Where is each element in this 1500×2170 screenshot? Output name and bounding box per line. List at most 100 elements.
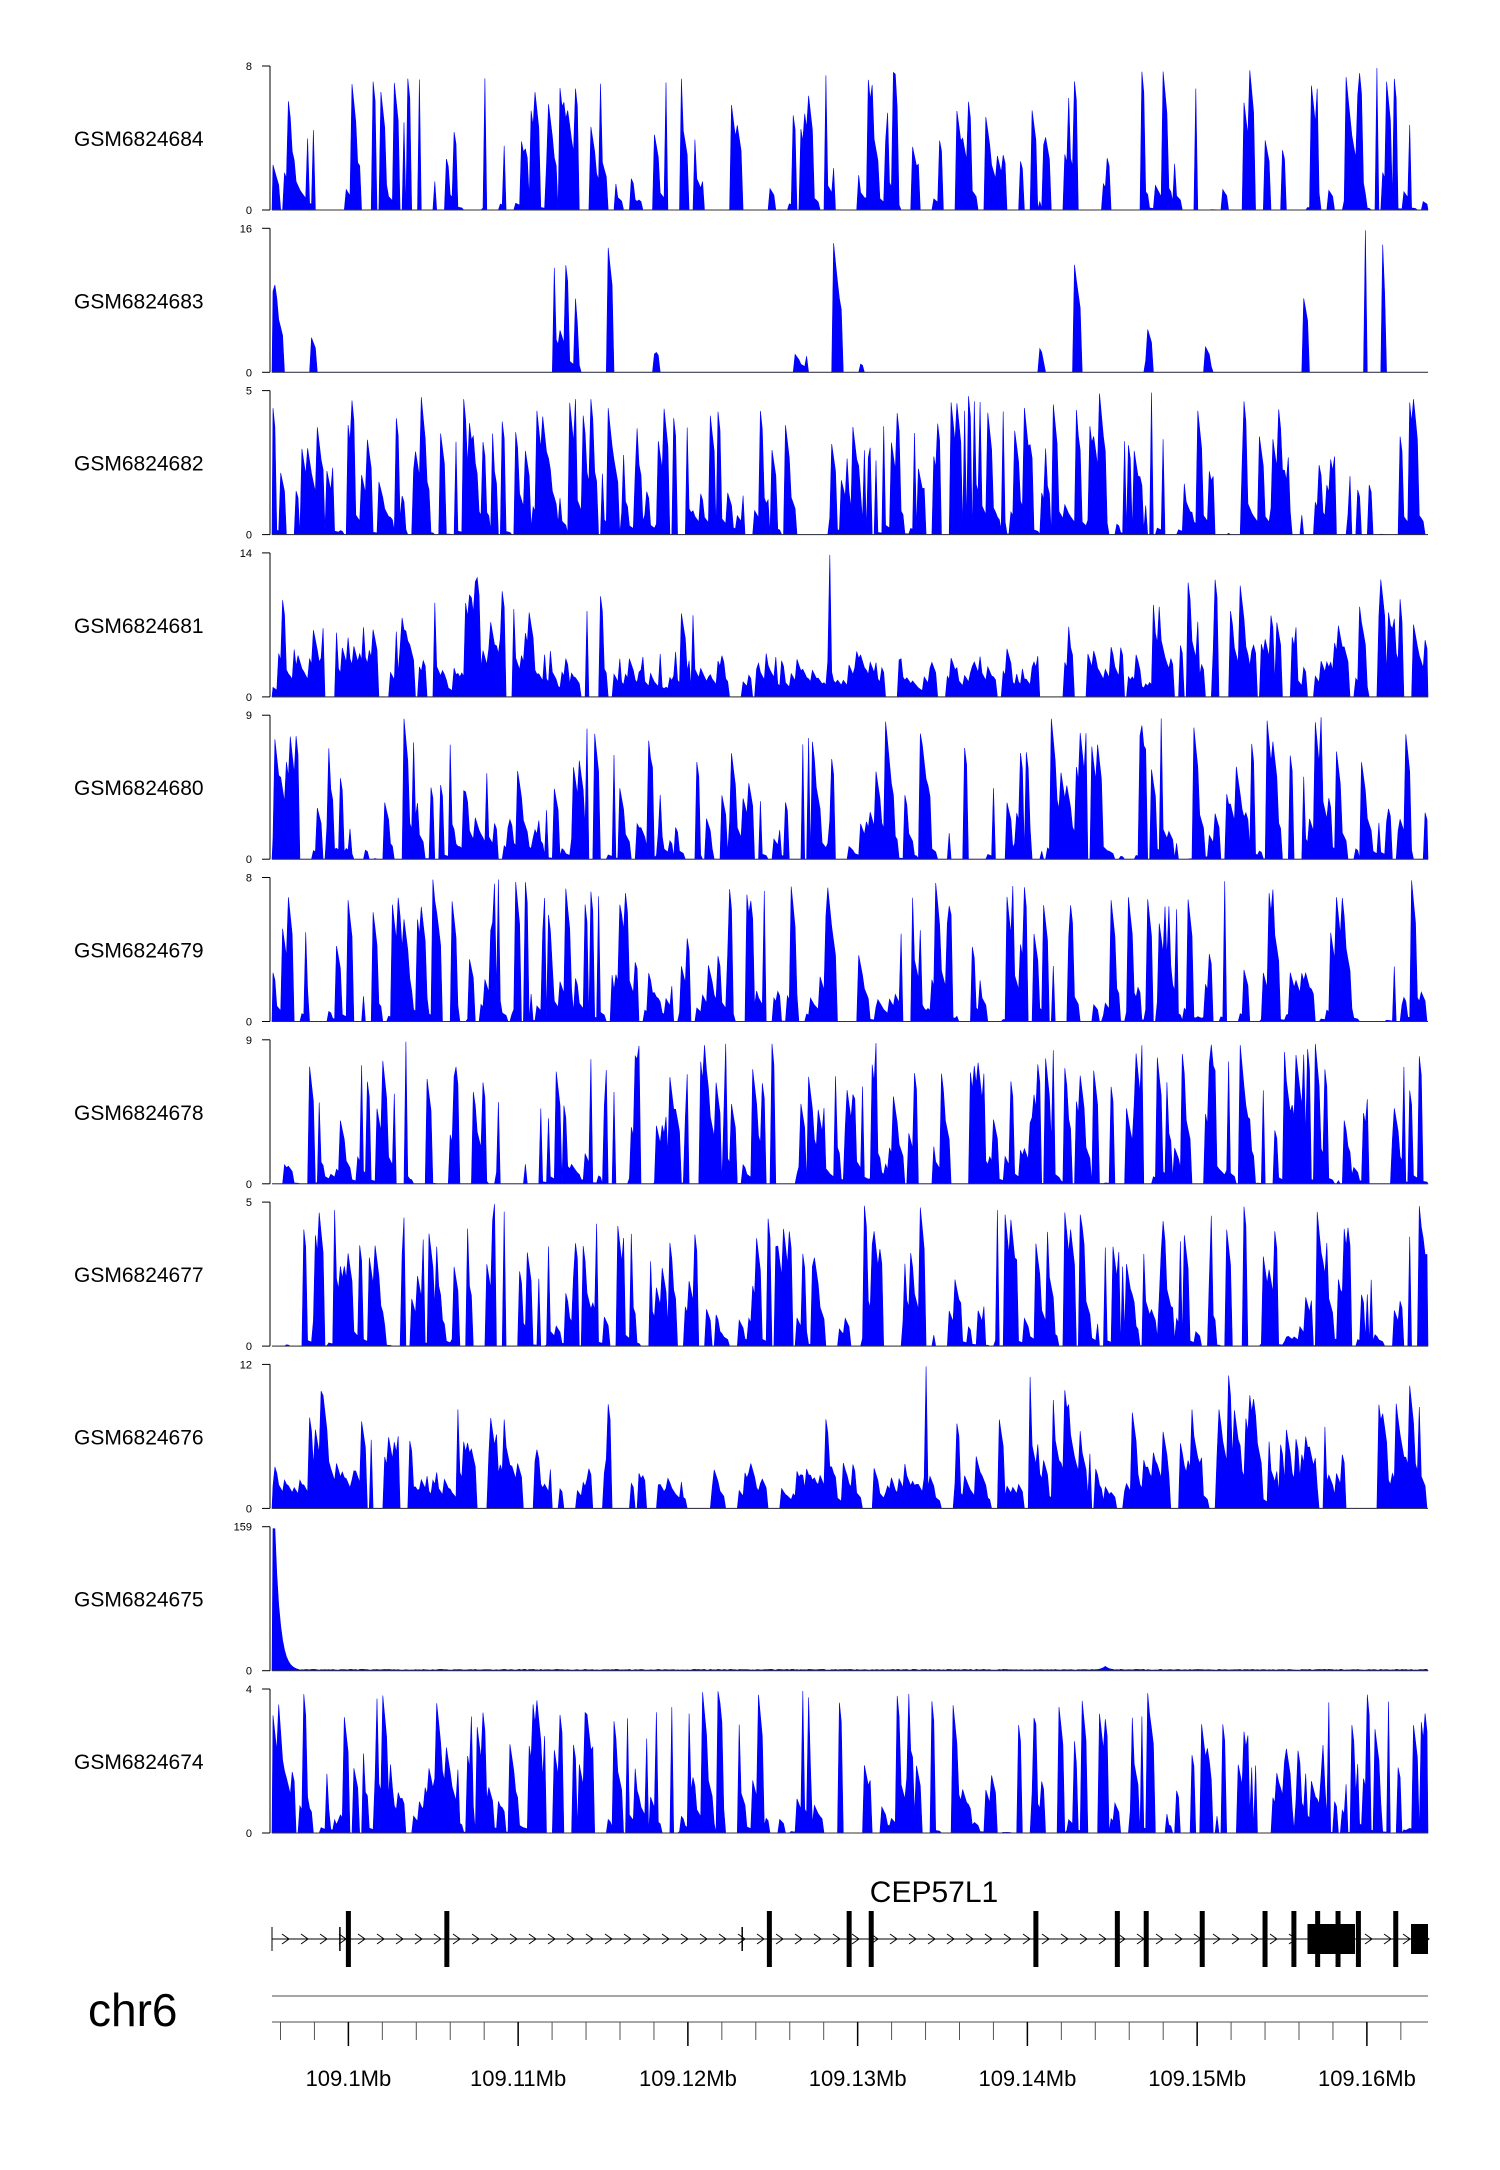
strand-arrow: [642, 1933, 651, 1945]
track-name-label: GSM6824680: [74, 777, 204, 800]
strand-arrow: [1098, 1933, 1107, 1945]
strand-arrow: [661, 1933, 670, 1945]
exon-mark: [1355, 1911, 1361, 1967]
coverage-track: GSM6824684 8 0: [74, 61, 1429, 217]
exon-mark: [766, 1911, 772, 1967]
strand-arrow: [490, 1933, 499, 1945]
strand-arrow: [775, 1933, 784, 1945]
strand-arrow: [357, 1933, 366, 1945]
y-min-label: 0: [246, 692, 252, 704]
strand-arrow: [1250, 1933, 1259, 1945]
y-max-label: 9: [246, 1035, 252, 1047]
strand-arrow: [1231, 1933, 1240, 1945]
genomic-axis-track: chr6 109.1Mb 109.11Mb 109.12Mb 109.13Mb 109.…: [88, 1984, 1428, 2091]
strand-arrow: [965, 1933, 974, 1945]
y-max-label: 8: [246, 873, 252, 885]
coverage-area: [272, 1204, 1429, 1347]
y-min-label: 0: [246, 367, 252, 379]
y-max-label: 5: [246, 1197, 252, 1209]
coverage-track: GSM6824678 9 0: [74, 1035, 1429, 1191]
strand-arrow: [984, 1933, 993, 1945]
coverage-area: [271, 230, 1428, 373]
strand-arrow: [1269, 1933, 1278, 1945]
strand-arrow: [319, 1933, 328, 1945]
track-name-label: GSM6824684: [74, 128, 204, 151]
strand-arrow: [509, 1933, 518, 1945]
strand-arrow: [376, 1933, 385, 1945]
strand-arrow: [680, 1933, 689, 1945]
x-tick-label: 109.13Mb: [809, 2066, 907, 2091]
track-name-label: GSM6824675: [74, 1589, 204, 1612]
y-min-label: 0: [246, 530, 252, 542]
coverage-area: [271, 392, 1428, 536]
y-max-label: 9: [246, 710, 252, 722]
exon-mark: [1291, 1911, 1297, 1967]
coverage-area: [271, 1528, 1429, 1671]
strand-arrow: [281, 1933, 290, 1945]
coverage-track: GSM6824676 12 0: [74, 1359, 1428, 1515]
strand-arrow: [1022, 1933, 1031, 1945]
coverage-track: GSM6824682 5 0: [74, 386, 1428, 542]
strand-arrow: [528, 1933, 537, 1945]
x-tick-label: 109.14Mb: [978, 2066, 1076, 2091]
y-max-label: 5: [246, 386, 252, 398]
chromosome-label: chr6: [88, 1984, 177, 2036]
y-min-label: 0: [246, 1828, 252, 1840]
x-tick-label: 109.15Mb: [1148, 2066, 1246, 2091]
strand-arrow: [1174, 1933, 1183, 1945]
strand-arrow: [414, 1933, 423, 1945]
exon-mark: [1033, 1911, 1039, 1967]
exon-mark: [1199, 1911, 1205, 1967]
exon-mark: [444, 1911, 450, 1967]
strand-arrow: [452, 1933, 461, 1945]
track-name-label: GSM6824676: [74, 1426, 204, 1449]
coverage-area: [271, 1366, 1428, 1509]
strand-arrow: [927, 1933, 936, 1945]
coverage-area: [271, 554, 1429, 698]
y-max-label: 8: [246, 61, 252, 73]
y-min-label: 0: [246, 205, 252, 217]
exon-mark: [846, 1911, 852, 1967]
strand-arrow: [908, 1933, 917, 1945]
strand-arrow: [851, 1933, 860, 1945]
strand-arrow: [547, 1933, 556, 1945]
coverage-track: GSM6824683 16 0: [74, 223, 1428, 379]
track-name-label: GSM6824674: [74, 1751, 204, 1774]
strand-arrow: [1041, 1933, 1050, 1945]
exon-mark: [868, 1911, 874, 1967]
track-name-label: GSM6824677: [74, 1264, 204, 1287]
coverage-tracks: GSM682468480GSM6824683160GSM682468250GSM…: [74, 61, 1429, 1840]
strand-arrow: [699, 1933, 708, 1945]
track-name-label: GSM6824682: [74, 453, 204, 476]
coverage-area: [271, 67, 1429, 211]
x-tick-label: 109.1Mb: [306, 2066, 392, 2091]
strand-arrow: [756, 1933, 765, 1945]
strand-arrow: [1079, 1933, 1088, 1945]
strand-arrow: [585, 1933, 594, 1945]
strand-arrow: [1155, 1933, 1164, 1945]
y-min-label: 0: [246, 1179, 252, 1191]
strand-arrow: [395, 1933, 404, 1945]
coverage-track: GSM6824674 4 0: [74, 1684, 1429, 1840]
exon-mark: [1262, 1911, 1268, 1967]
exon-block: [1307, 1924, 1356, 1954]
track-name-label: GSM6824678: [74, 1102, 204, 1125]
gene-name-label: CEP57L1: [870, 1876, 998, 1909]
exon-mark: [345, 1911, 351, 1967]
strand-arrow: [794, 1933, 803, 1945]
strand-arrow: [566, 1933, 575, 1945]
coverage-track: GSM6824677 5 0: [74, 1197, 1429, 1353]
exon-block: [1411, 1924, 1428, 1954]
strand-arrow: [832, 1933, 841, 1945]
strand-arrow: [889, 1933, 898, 1945]
strand-arrow: [946, 1933, 955, 1945]
y-min-label: 0: [246, 1503, 252, 1515]
track-name-label: GSM6824683: [74, 290, 204, 313]
strand-arrow: [604, 1933, 613, 1945]
coverage-area: [271, 1690, 1429, 1835]
coverage-track: GSM6824679 8 0: [74, 873, 1428, 1029]
gene-annotation-track: CEP57L1: [271, 1876, 1430, 1967]
y-max-label: 159: [234, 1522, 252, 1534]
y-max-label: 12: [240, 1359, 252, 1371]
